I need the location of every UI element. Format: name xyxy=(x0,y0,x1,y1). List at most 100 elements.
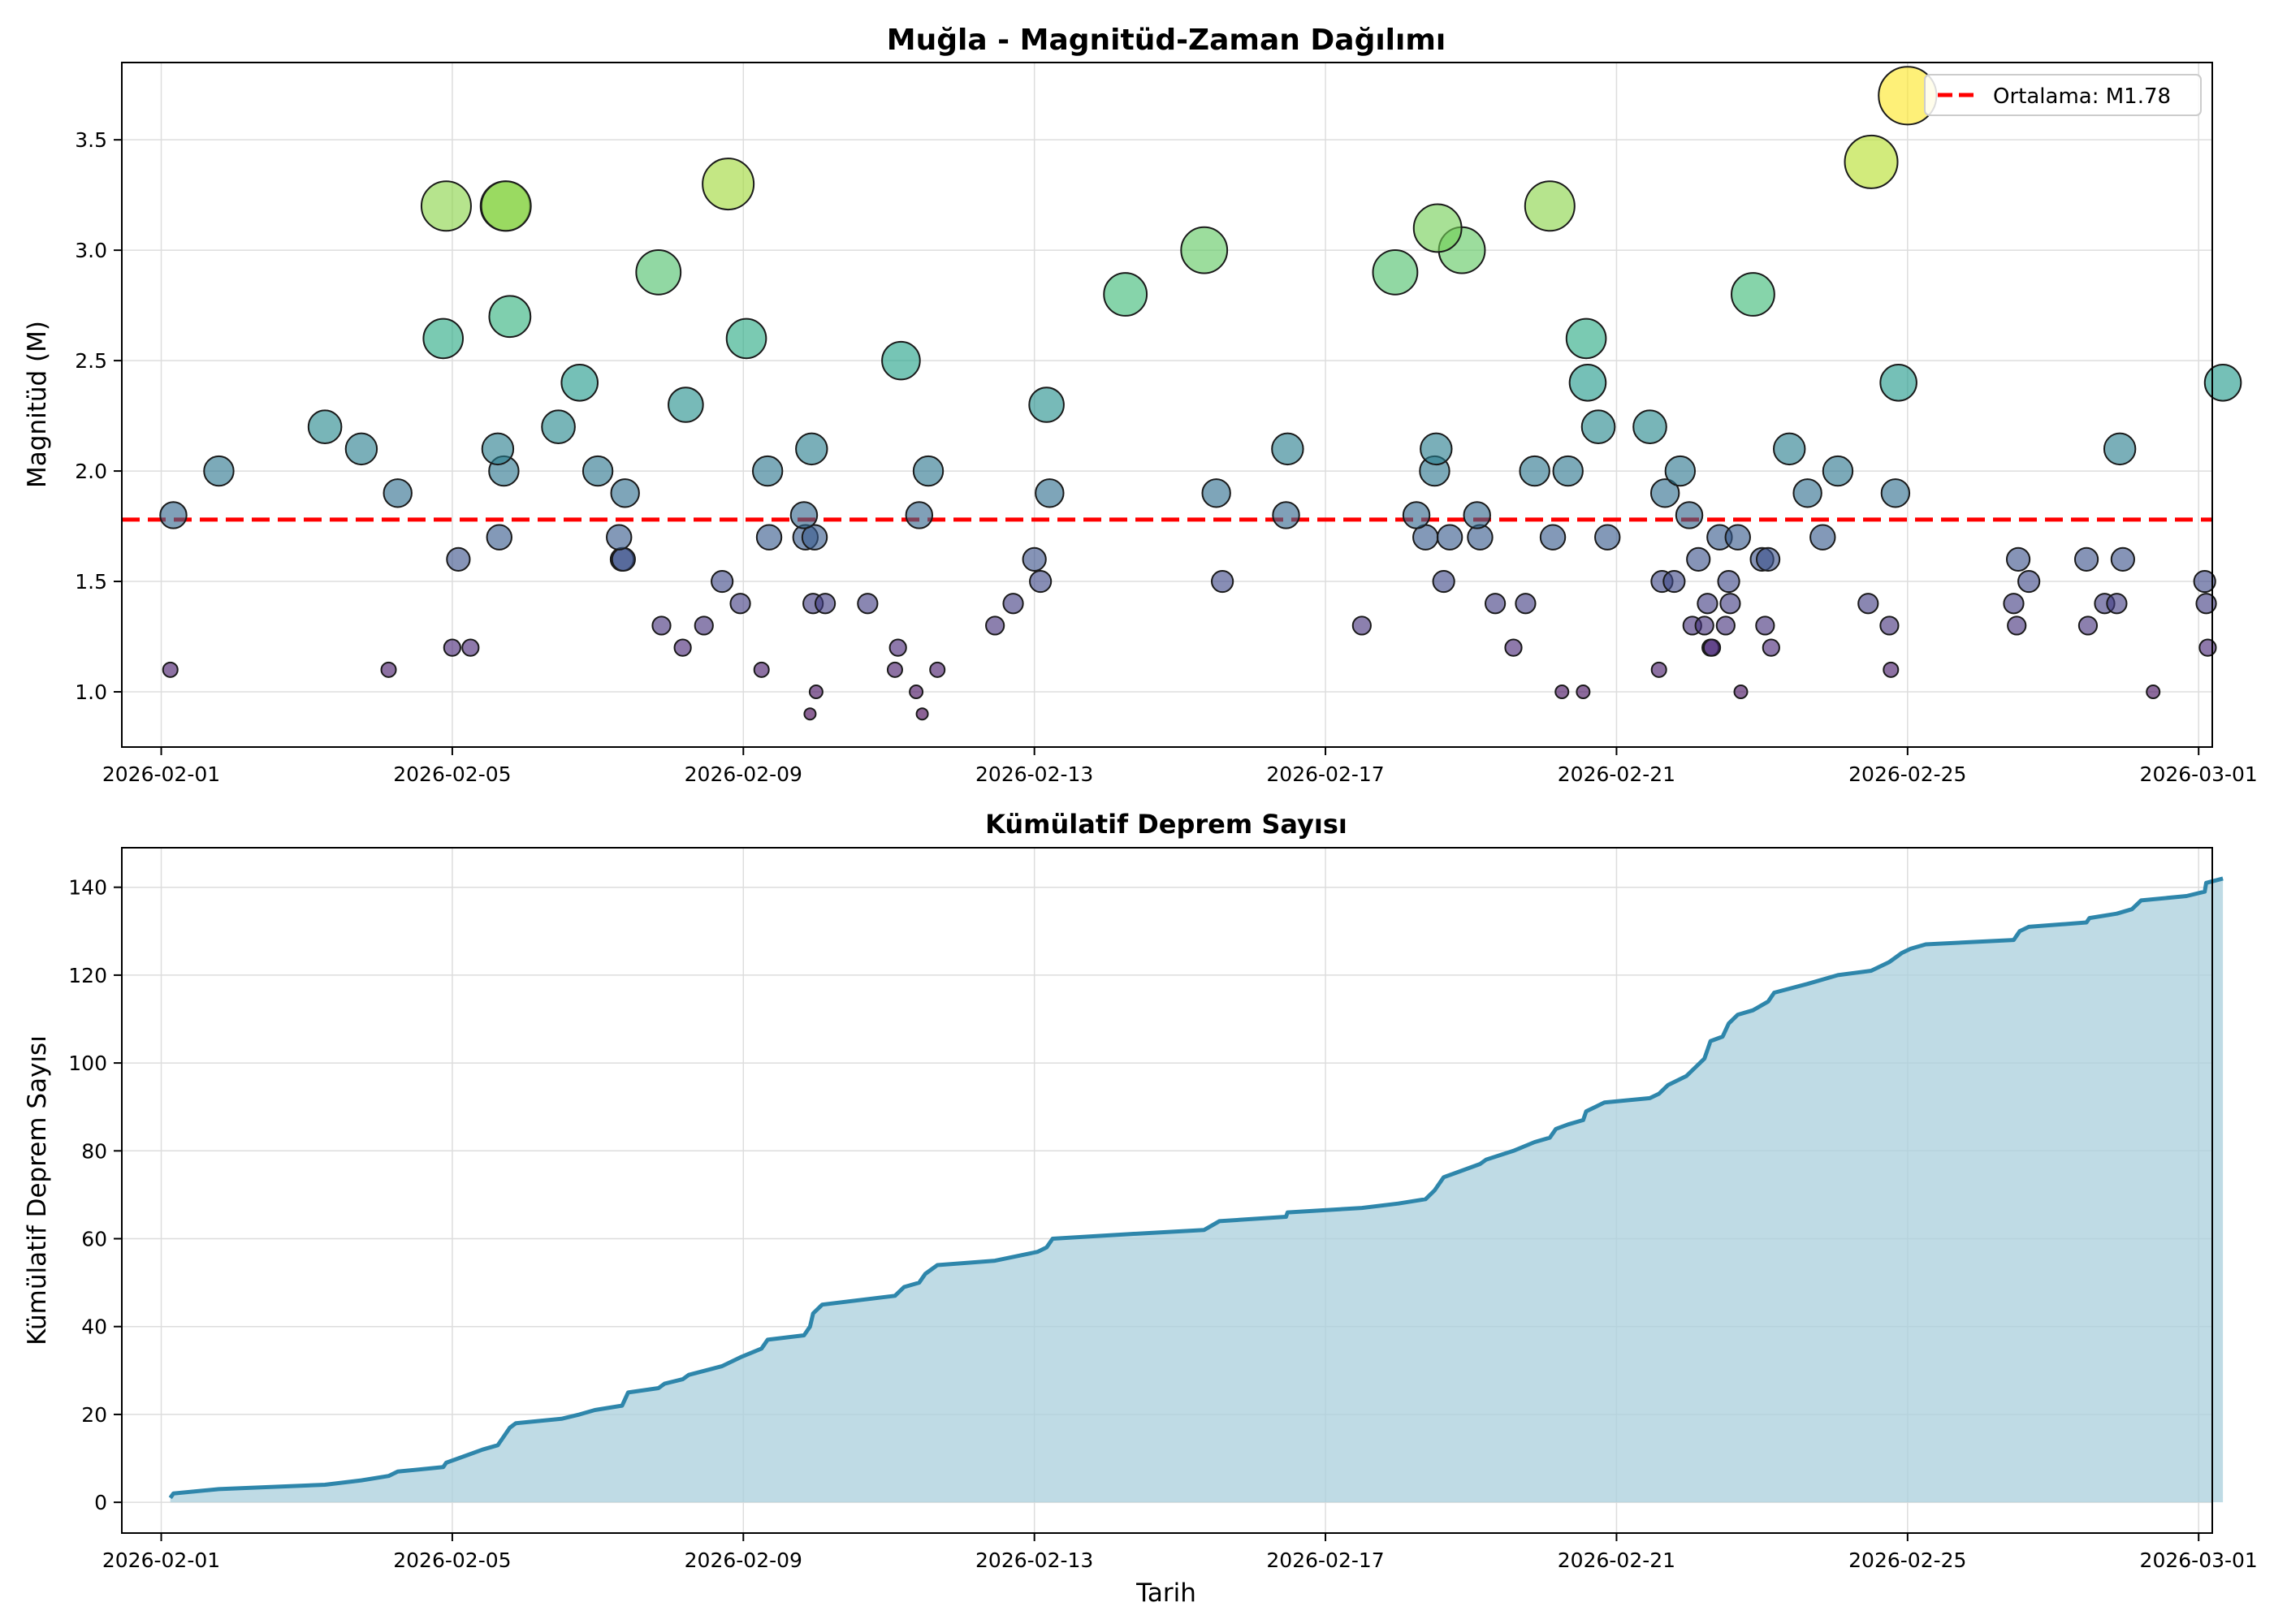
magnitude-point xyxy=(668,387,704,423)
bottom-axes-frame xyxy=(121,847,2213,1534)
magnitude-point xyxy=(2103,432,2137,466)
magnitude-point xyxy=(1719,593,1741,615)
top-chart-title: Muğla - Magnitüd-Zaman Dağılımı xyxy=(887,24,1446,57)
magnitude-point xyxy=(1351,615,1372,636)
top-grid xyxy=(122,63,2212,747)
magnitude-point xyxy=(912,455,945,487)
cumulative-area xyxy=(170,878,2224,1503)
magnitude-points xyxy=(159,66,2242,721)
magnitude-point xyxy=(1463,501,1491,529)
magnitude-time-panel: Muğla - Magnitüd-Zaman Dağılımı 2026-02-… xyxy=(23,24,2258,786)
magnitude-point xyxy=(702,158,755,211)
magnitude-point xyxy=(729,593,751,615)
magnitude-point xyxy=(480,180,532,232)
magnitude-point xyxy=(446,546,471,572)
magnitude-point xyxy=(1402,501,1431,529)
magnitude-point xyxy=(1272,501,1300,529)
magnitude-point xyxy=(1773,432,1806,466)
magnitude-point xyxy=(1702,638,1722,657)
magnitude-point xyxy=(1552,455,1584,487)
magnitude-point xyxy=(753,661,770,678)
magnitude-point xyxy=(2077,615,2099,636)
magnitude-point xyxy=(1002,593,1024,615)
magnitude-point xyxy=(560,364,599,402)
magnitude-point xyxy=(380,661,397,678)
magnitude-point xyxy=(1485,593,1507,615)
magnitude-point xyxy=(1762,638,1780,657)
magnitude-point xyxy=(2110,546,2135,572)
magnitude-point xyxy=(2007,615,2027,636)
top-y-axis-label: Magnitüd (M) xyxy=(23,321,52,488)
top-x-tick-label: 2026-02-17 xyxy=(1266,762,1384,786)
top-y-tick-label: 3.5 xyxy=(75,128,107,152)
top-y-tick-label: 1.5 xyxy=(75,570,107,594)
magnitude-point xyxy=(881,340,921,381)
magnitude-point xyxy=(1180,226,1229,274)
magnitude-point xyxy=(1568,364,1607,402)
magnitude-point xyxy=(1844,134,1899,189)
magnitude-point xyxy=(1576,685,1591,700)
top-x-tick-label: 2026-02-01 xyxy=(102,762,220,786)
bottom-x-tick-label: 2026-02-01 xyxy=(102,1548,220,1572)
top-x-tick-label: 2026-02-09 xyxy=(685,762,802,786)
magnitude-point xyxy=(203,455,235,487)
magnitude-point xyxy=(1724,524,1751,551)
magnitude-point xyxy=(1632,409,1667,444)
magnitude-point xyxy=(694,615,714,636)
magnitude-point xyxy=(1686,546,1711,572)
magnitude-point xyxy=(461,638,480,657)
bottom-y-tick-label: 80 xyxy=(81,1139,107,1163)
magnitude-point xyxy=(1580,409,1616,444)
magnitude-point xyxy=(1432,569,1455,594)
magnitude-point xyxy=(162,661,179,678)
magnitude-point xyxy=(1755,615,1775,636)
top-y-ticks: 1.0 1.5 2.0 2.5 3.0 3.5 xyxy=(75,128,122,704)
magnitude-point xyxy=(1211,569,1234,594)
top-y-tick-label: 2.0 xyxy=(75,460,107,483)
magnitude-point xyxy=(486,524,512,551)
top-x-tick-label: 2026-02-21 xyxy=(1558,762,1675,786)
magnitude-point xyxy=(711,569,734,594)
magnitude-point xyxy=(795,432,828,466)
magnitude-point xyxy=(159,501,188,529)
magnitude-point xyxy=(1515,593,1537,615)
magnitude-point xyxy=(481,432,515,466)
magnitude-point xyxy=(1880,478,1911,508)
magnitude-point xyxy=(1372,248,1419,296)
magnitude-point xyxy=(915,707,929,721)
magnitude-point xyxy=(1675,501,1704,529)
magnitude-point xyxy=(1554,685,1570,700)
magnitude-point xyxy=(1504,638,1523,657)
magnitude-point xyxy=(814,593,837,615)
magnitude-point xyxy=(1029,569,1053,594)
bottom-x-ticks: 2026-02-01 2026-02-05 2026-02-09 2026-02-13… xyxy=(102,1533,2258,1572)
top-x-ticks: 2026-02-01 2026-02-05 2026-02-09 2026-02-13… xyxy=(102,747,2258,786)
magnitude-point xyxy=(2203,364,2242,402)
magnitude-point xyxy=(1028,387,1065,423)
bottom-y-tick-label: 0 xyxy=(94,1491,107,1514)
top-x-tick-label: 2026-02-05 xyxy=(393,762,511,786)
magnitude-point xyxy=(1022,546,1047,572)
cumulative-line xyxy=(168,876,2224,1500)
top-axes-frame xyxy=(121,62,2213,748)
magnitude-point xyxy=(808,685,824,700)
magnitude-point xyxy=(905,501,934,529)
magnitude-point xyxy=(1035,478,1065,508)
magnitude-point xyxy=(1792,478,1822,508)
legend: Ortalama: M1.78 xyxy=(1924,74,2202,116)
magnitude-point xyxy=(2198,638,2217,657)
magnitude-point xyxy=(488,295,532,339)
magnitude-point xyxy=(1436,524,1463,551)
magnitude-point xyxy=(383,478,413,508)
magnitude-point xyxy=(1594,524,1621,551)
magnitude-point xyxy=(2193,569,2216,594)
magnitude-point xyxy=(1809,524,1836,551)
magnitude-point xyxy=(2106,593,2128,615)
bottom-y-tick-label: 40 xyxy=(81,1315,107,1339)
magnitude-point xyxy=(2146,685,2161,700)
bottom-x-tick-label: 2026-02-09 xyxy=(685,1548,802,1572)
legend-box xyxy=(1924,74,2202,116)
top-x-tick-label: 2026-02-25 xyxy=(1848,762,1966,786)
magnitude-point xyxy=(1715,615,1736,636)
